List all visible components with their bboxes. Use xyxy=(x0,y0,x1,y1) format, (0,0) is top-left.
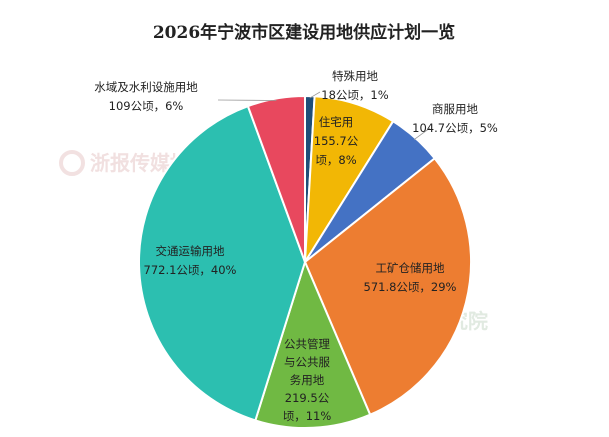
chart-title: 2026年宁波市区建设用地供应计划一览 xyxy=(153,22,455,43)
slice-label-1: 特殊用地 18公顷，1% xyxy=(321,69,388,102)
pie-slice-7 xyxy=(246,94,306,263)
slice-label-2: 住宅用 155.7公顷，8% xyxy=(314,115,359,167)
slice-labels: 特殊用地 18公顷，1% 住宅用 155.7公顷，8% 商服用地 104.7公顷，5% 工矿… xyxy=(94,69,498,423)
leader-line-7 xyxy=(217,99,277,101)
slice-label-6: 交通运输用地 772.1公顷，40% xyxy=(144,244,237,277)
slice-label-3: 商服用地 104.7公顷，5% xyxy=(412,102,498,135)
pie-slice-6 xyxy=(138,104,307,422)
slice-label-4: 工矿仓储用地 571.8公顷，29% xyxy=(364,261,457,294)
leader-line-3 xyxy=(413,127,431,140)
leader-line-1 xyxy=(309,91,321,99)
pie-slices xyxy=(138,94,472,429)
slice-label-7: 水域及水利设施用地 109公顷，6% xyxy=(94,80,198,113)
leader-lines xyxy=(217,91,431,140)
pie-slice-5 xyxy=(254,259,372,429)
slice-label-5: 公共管理与公共服务用地 219.5公顷，11% xyxy=(283,337,332,423)
pie-slice-4 xyxy=(303,156,472,416)
